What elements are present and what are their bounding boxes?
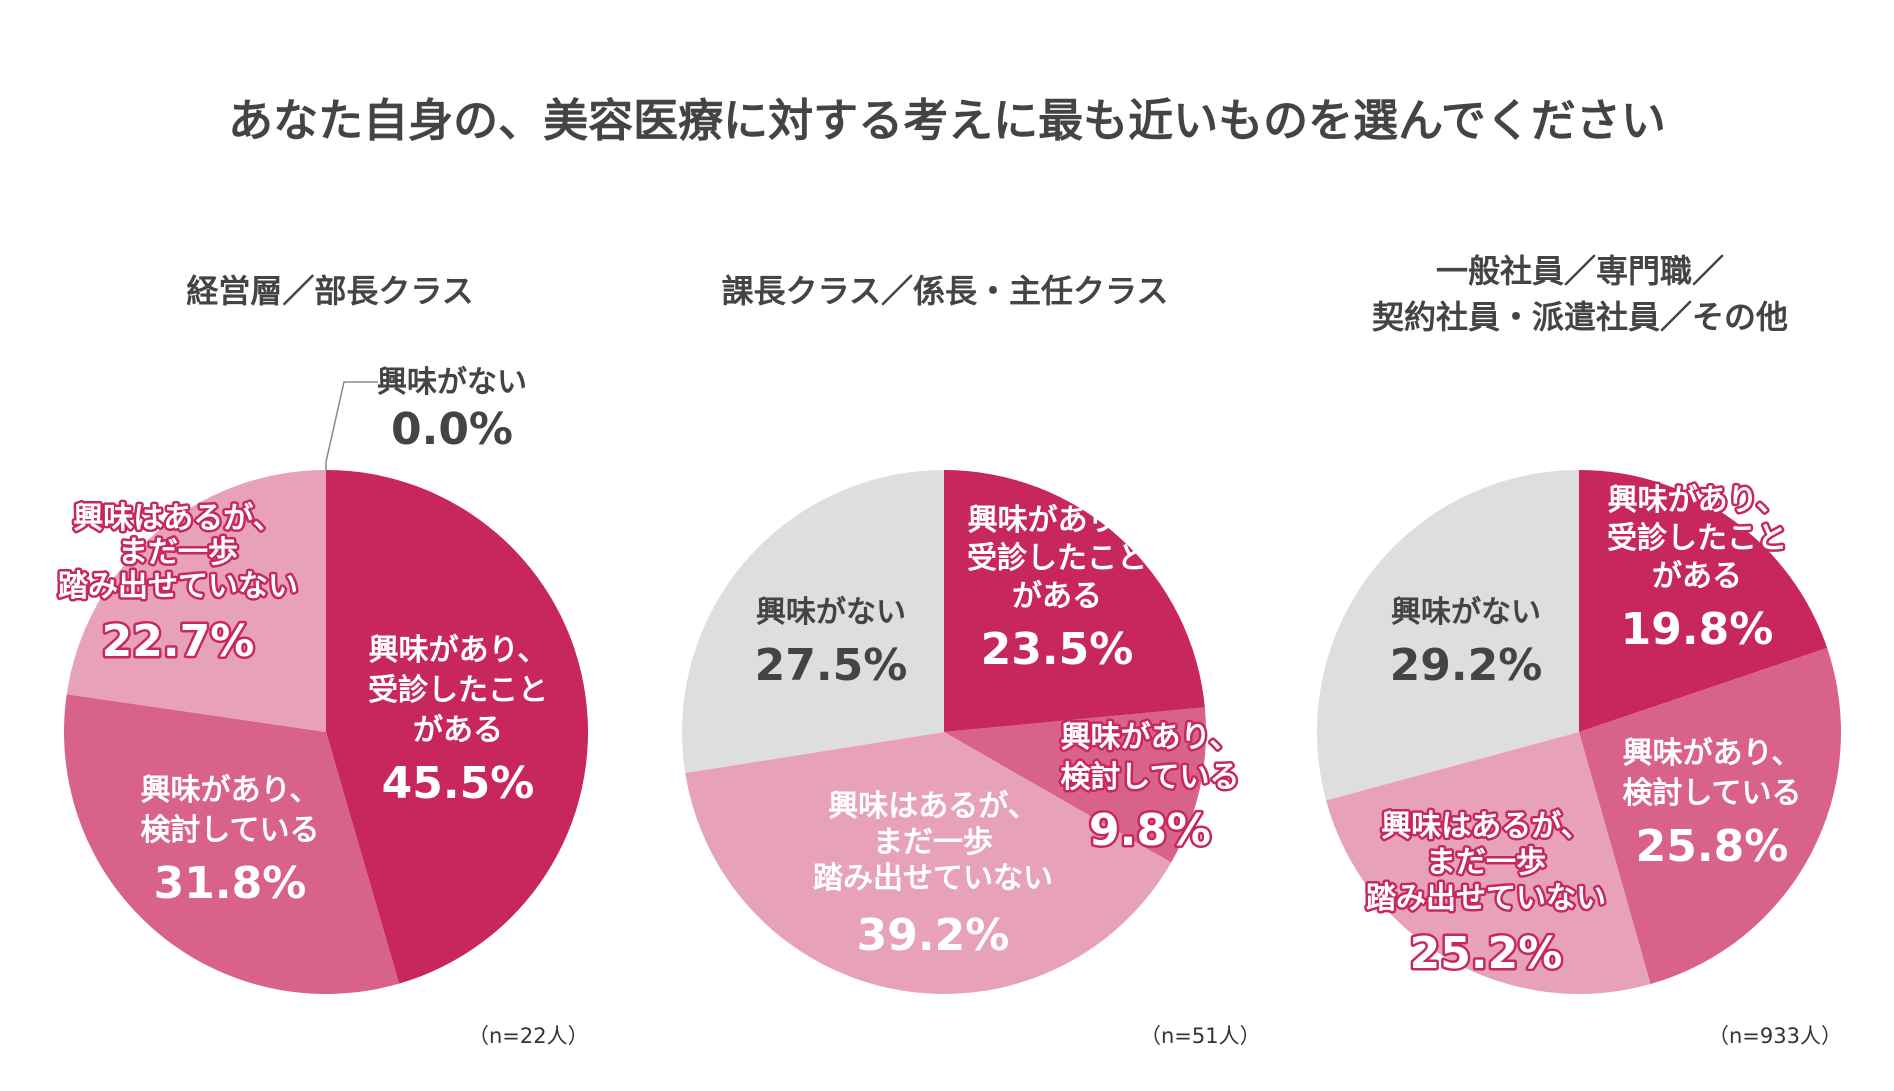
pie-3-label-consulted-line: 興味があり、 xyxy=(1608,483,1787,518)
pie-3-label-considering-line: 興味があり、 xyxy=(1623,736,1802,771)
pie-3-slice-consulted xyxy=(1579,470,1828,732)
pie-1-label-not_yet-line: 踏み出せていない xyxy=(58,569,298,604)
pie-1-label-considering: 興味があり、検討している 31.8% xyxy=(140,773,319,909)
pie-3-label-not_interested: 興味がない 29.2% xyxy=(1390,595,1543,691)
pie-2-label-considering-line: 検討している xyxy=(1060,760,1239,795)
pie-3-label-not_yet-line: 踏み出せていない xyxy=(1366,881,1606,916)
pie-2-label-considering: 興味があり、検討している 9.8% xyxy=(1058,718,1242,859)
chart-3-subtitle-line-1: 一般社員／専門職／ xyxy=(1435,252,1724,290)
pie-1-label-consulted-line: 興味があり、 xyxy=(369,633,548,668)
pie-3-slice-not_yet xyxy=(1326,732,1651,994)
chart-1-subtitle-line: 経営層／部長クラス xyxy=(186,272,474,310)
pie-3-label-not_yet-line: まだ一歩 xyxy=(1426,845,1546,880)
pie-2-slice-not_interested xyxy=(682,470,944,773)
pie-1-slice-consulted xyxy=(326,470,589,984)
pie-1-value-not_interested: 0.0% xyxy=(391,404,513,455)
pie-1-label-not_yet-line: まだ一歩 xyxy=(118,535,238,570)
pie-1-label-not_interested: 興味がない 0.0% xyxy=(377,365,527,455)
pie-2-label-not_yet-line: 興味はあるが、 xyxy=(828,789,1037,824)
pie-3: 興味があり、受診したことがある19.8%興味があり、検討している25.8%興味は… xyxy=(1317,470,1842,994)
pie-3-label-considering: 興味があり、検討している 25.8% xyxy=(1622,736,1801,872)
chart-title: あなた自身の、美容医療に対する考えに最も近いものを選んでください xyxy=(228,94,1666,147)
pie-3-value-consulted: 19.8% xyxy=(1621,604,1774,655)
pie-2-label-consulted-line: 受診したこと xyxy=(967,541,1147,576)
pie-2-label-consulted-line: がある xyxy=(1012,579,1102,614)
pie-2-value-not_yet: 39.2% xyxy=(857,910,1010,961)
chart-2-subtitle-line: 課長クラス／係長・主任クラス xyxy=(721,272,1169,310)
pie-1-label-consulted-line: がある xyxy=(413,713,503,748)
pie-2-value-consulted: 23.5% xyxy=(981,624,1134,675)
pie-2-slice-consulted xyxy=(944,470,1205,732)
pie-2: 興味があり、受診したことがある23.5%興味があり、検討している9.8%興味はあ… xyxy=(682,470,1242,994)
pie-2-value-considering: 9.8% xyxy=(1089,805,1211,856)
pie-3-slice-not_interested xyxy=(1317,470,1579,801)
pie-3-label-consulted-line: 受診したこと xyxy=(1607,521,1787,556)
pie-2-slice-considering xyxy=(944,707,1207,863)
pie-3-label-not_yet-line: 興味はあるが、 xyxy=(1381,809,1590,844)
pie-1-label-not_interested-line: 興味がない xyxy=(377,365,527,400)
chart-3-sample-size: （n=933人） xyxy=(1708,1024,1842,1048)
pie-1-value-considering: 31.8% xyxy=(154,858,307,909)
pie-2-label-not_yet-line: まだ一歩 xyxy=(873,825,993,860)
pie-1-slice-not_yet xyxy=(66,470,326,732)
pie-1-label-consulted-line: 受診したこと xyxy=(368,673,548,708)
pie-2-label-consulted-line: 興味があり、 xyxy=(968,503,1147,538)
pie-1-label-considering-line: 検討している xyxy=(140,813,319,848)
pie-2-value-not_interested: 27.5% xyxy=(755,640,908,691)
pie-1-label-not_yet-line: 興味はあるが、 xyxy=(73,501,282,536)
pie-1-value-consulted: 45.5% xyxy=(382,758,535,809)
pie-2-slice-not_yet xyxy=(685,732,1172,994)
pie-2-label-not_interested: 興味がない 27.5% xyxy=(755,595,908,691)
pie-1-value-not_yet: 22.7% xyxy=(102,616,255,667)
chart-1-subtitle: 経営層／部長クラス xyxy=(130,268,530,314)
pie-2-label-not_yet-line: 踏み出せていない xyxy=(813,861,1053,896)
chart-2-sample-size: （n=51人） xyxy=(1140,1024,1261,1048)
pie-1: 興味があり、受診したことがある45.5%興味があり、検討している31.8%興味は… xyxy=(56,365,589,995)
pie-1-slice-considering xyxy=(63,694,400,995)
pie-3-label-considering-line: 検討している xyxy=(1622,776,1801,811)
pie-3-value-not_yet: 25.2% xyxy=(1410,928,1563,979)
pie-3-value-not_interested: 29.2% xyxy=(1390,640,1543,691)
chart-2-subtitle: 課長クラス／係長・主任クラス xyxy=(695,268,1195,314)
chart-3-subtitle: 一般社員／専門職／ 契約社員・派遣社員／その他 xyxy=(1330,248,1830,340)
pie-2-label-considering-line: 興味があり、 xyxy=(1061,720,1240,755)
pie-3-label-not_interested-line: 興味がない xyxy=(1391,595,1541,630)
pie-2-label-not_interested-line: 興味がない xyxy=(756,595,906,630)
pie-3-value-considering: 25.8% xyxy=(1636,821,1789,872)
chart-3-subtitle-line-2: 契約社員・派遣社員／その他 xyxy=(1371,298,1788,336)
pie-3-label-consulted-line: がある xyxy=(1652,559,1742,594)
pie-1-leader-line xyxy=(325,381,378,470)
chart-1-sample-size: （n=22人） xyxy=(468,1024,589,1048)
pie-3-slice-considering xyxy=(1579,647,1842,985)
pie-1-label-considering-line: 興味があり、 xyxy=(141,773,320,808)
